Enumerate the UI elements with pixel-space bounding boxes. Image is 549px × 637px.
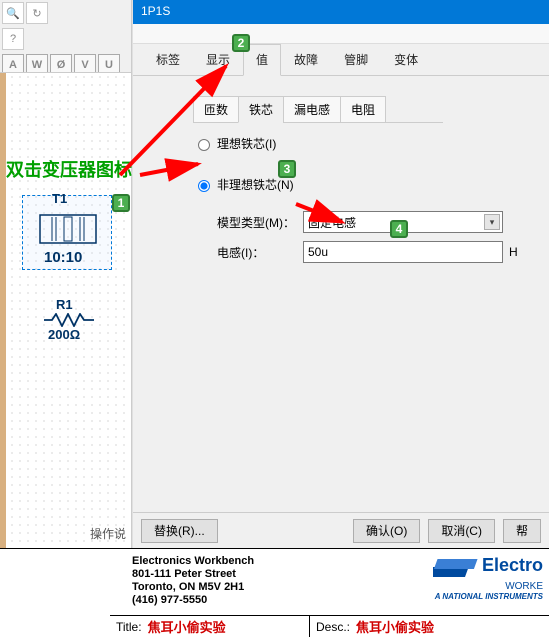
sub-tab-turns[interactable]: 匝数 (193, 96, 239, 123)
refresh-icon[interactable]: ↻ (26, 2, 48, 24)
chevron-down-icon[interactable]: ▾ (484, 214, 500, 230)
tab-label[interactable]: 标签 (143, 44, 193, 75)
badge-4: 4 (390, 220, 408, 238)
inductance-input[interactable] (303, 241, 503, 263)
radio-nonideal-label: 非理想铁芯(N) (217, 176, 294, 193)
meta-desc-value: 焦耳小偷实验 (356, 617, 434, 636)
sub-tabs: 匝数 铁芯 漏电感 电阻 (193, 96, 443, 123)
tab-pins[interactable]: 管脚 (331, 44, 381, 75)
ok-button[interactable]: 确认(O) (353, 519, 420, 543)
radio-nonideal[interactable] (198, 180, 210, 192)
dialog-title: 1P1S (141, 4, 170, 18)
model-type-row: 模型类型(M)： 固定电感 ▾ (217, 211, 535, 233)
dialog-toolbar-spacer (133, 24, 549, 44)
r1-value: 200Ω (48, 327, 80, 342)
badge-1: 1 (112, 194, 130, 212)
addr-phone: (416) 977-5550 (132, 594, 254, 607)
resistor-icon (44, 313, 94, 327)
radio-ideal-row[interactable]: 理想铁芯(I) (193, 135, 535, 152)
logo-icon (433, 555, 479, 581)
inductance-label: 电感(I)： (217, 244, 297, 261)
meta-title-cell: Title: 焦耳小偷实验 (110, 616, 310, 637)
status-text: 操作说 (90, 525, 126, 542)
meta-row: Title: 焦耳小偷实验 Desc.: 焦耳小偷实验 (110, 615, 549, 637)
dialog-body: 匝数 铁芯 漏电感 电阻 理想铁芯(I) 非理想铁芯(N) 模型类型(M)： 固… (133, 76, 549, 291)
schematic-canvas[interactable]: T1 10:10 R1 200Ω (0, 72, 132, 552)
properties-dialog: 1P1S 标签 显示 值 故障 管脚 变体 匝数 铁芯 漏电感 电阻 理想铁芯(… (132, 0, 549, 548)
model-type-label: 模型类型(M)： (217, 214, 297, 231)
radio-ideal[interactable] (198, 139, 210, 151)
addr-line2: Toronto, ON M5V 2H1 (132, 581, 254, 594)
tab-variant[interactable]: 变体 (381, 44, 431, 75)
help-icon[interactable]: ? (2, 28, 24, 50)
badge-3: 3 (278, 160, 296, 178)
badge-2: 2 (232, 34, 250, 52)
r1-label: R1 (56, 297, 73, 312)
sub-tab-leakage[interactable]: 漏电感 (283, 96, 341, 123)
title-block: Electronics Workbench 801-111 Peter Stre… (0, 548, 549, 637)
logo-tagline: A NATIONAL INSTRUMENTS (433, 592, 543, 601)
transformer-icon (38, 213, 98, 245)
dialog-titlebar[interactable]: 1P1S (133, 0, 549, 24)
sub-tab-core[interactable]: 铁芯 (238, 96, 284, 123)
transformer-label: T1 (52, 191, 67, 206)
logo-text: Electro (482, 555, 543, 575)
addr-line1: 801-111 Peter Street (132, 568, 254, 581)
sub-tab-resistance[interactable]: 电阻 (340, 96, 386, 123)
replace-button[interactable]: 替换(R)... (141, 519, 218, 543)
toolbar-area: 🔍 ↻ ? A W Ø V U (0, 0, 132, 72)
transformer-ratio: 10:10 (44, 249, 82, 266)
meta-title-label: Title: (116, 620, 142, 634)
logo-sub: WORKE (433, 581, 543, 592)
dialog-button-bar: 替换(R)... 确认(O) 取消(C) 帮 (133, 512, 549, 548)
company-name: Electronics Workbench (132, 555, 254, 568)
meta-desc-cell: Desc.: 焦耳小偷实验 (310, 616, 440, 637)
inductance-unit: H (509, 245, 523, 259)
meta-title-value: 焦耳小偷实验 (148, 617, 226, 636)
cancel-button[interactable]: 取消(C) (428, 519, 495, 543)
help-button[interactable]: 帮 (503, 519, 541, 543)
fields-group: 模型类型(M)： 固定电感 ▾ 电感(I)： H (217, 211, 535, 263)
zoom-in-icon[interactable]: 🔍 (2, 2, 24, 24)
radio-ideal-label: 理想铁芯(I) (217, 135, 276, 152)
meta-desc-label: Desc.: (316, 620, 350, 634)
inductance-row: 电感(I)： H (217, 241, 535, 263)
company-address: Electronics Workbench 801-111 Peter Stre… (132, 555, 254, 607)
tab-fault[interactable]: 故障 (281, 44, 331, 75)
radio-nonideal-row[interactable]: 非理想铁芯(N) (193, 176, 535, 193)
annotation-text: 双击变压器图标 (6, 156, 132, 182)
logo-block: Electro WORKE A NATIONAL INSTRUMENTS (433, 555, 543, 601)
dialog-tabs: 标签 显示 值 故障 管脚 变体 (133, 44, 549, 76)
